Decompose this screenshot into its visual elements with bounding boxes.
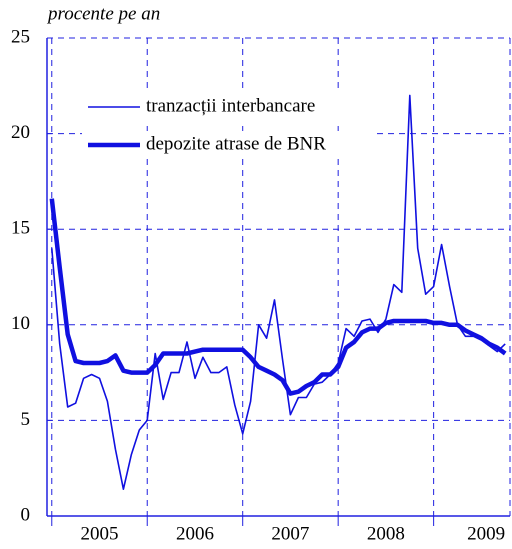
x-tick-label: 2006	[176, 523, 214, 544]
series-line	[51, 94, 506, 490]
y-tick-label: 15	[11, 218, 30, 239]
y-tick-label: 0	[21, 504, 31, 525]
x-tick-label: 2005	[81, 523, 119, 544]
x-tick-label: 2007	[271, 523, 309, 544]
legend-label: depozite atrase de BNR	[146, 133, 326, 154]
legend-label: tranzacții interbancare	[146, 95, 315, 116]
y-tick-label: 5	[21, 409, 31, 430]
y-tick-label: 25	[11, 26, 30, 47]
x-tick-label: 2009	[467, 523, 505, 544]
y-tick-label: 20	[11, 122, 30, 143]
x-tick-label: 2008	[367, 523, 405, 544]
y-tick-label: 10	[11, 313, 30, 334]
chart-title: procente pe an	[46, 3, 160, 24]
series-line	[49, 198, 507, 396]
